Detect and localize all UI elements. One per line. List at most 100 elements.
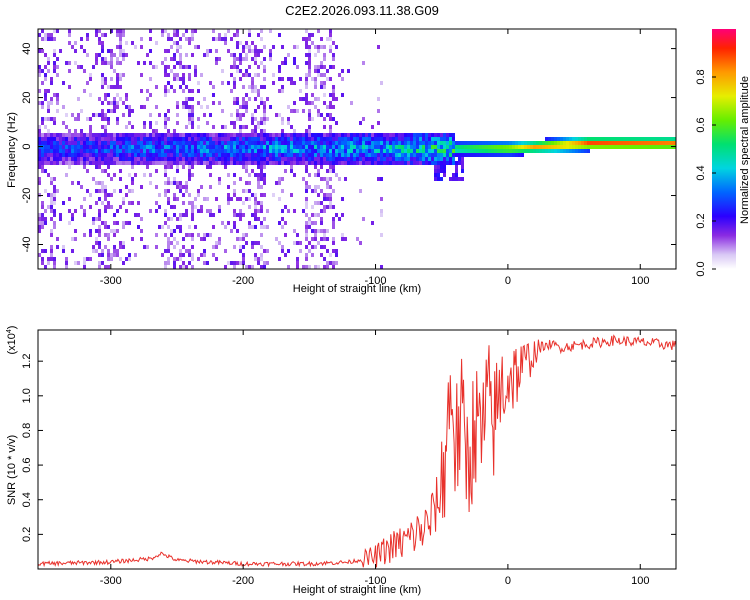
heatmap-cell <box>248 205 251 209</box>
heatmap-cell <box>227 153 230 157</box>
heatmap-cell <box>59 157 62 161</box>
heatmap-cell <box>335 137 338 141</box>
heatmap-cell <box>242 141 245 145</box>
heatmap-cell <box>116 45 119 49</box>
heatmap-cell <box>224 149 227 153</box>
heatmap-cell <box>113 105 116 109</box>
heatmap-cell <box>152 149 155 153</box>
heatmap-cell <box>569 137 572 141</box>
heatmap-cell <box>95 141 98 145</box>
heatmap-cell <box>368 149 371 153</box>
heatmap-cell <box>566 149 569 153</box>
heatmap-cell <box>74 157 77 161</box>
heatmap-cell <box>158 157 161 161</box>
heatmap-cell <box>119 153 122 157</box>
heatmap-cell <box>47 149 50 153</box>
heatmap-cell <box>248 157 251 161</box>
heatmap-cell <box>77 149 80 153</box>
heatmap-cell <box>236 97 239 101</box>
heatmap-cell <box>416 153 419 157</box>
heatmap-cell <box>407 145 410 149</box>
heatmap-cell <box>224 265 227 269</box>
heatmap-cell <box>443 165 446 169</box>
heatmap-cell <box>662 141 665 145</box>
heatmap-cell <box>206 105 209 109</box>
heatmap-cell <box>329 29 332 33</box>
heatmap-cell <box>119 73 122 77</box>
heatmap-cell <box>41 201 44 205</box>
heatmap-cell <box>125 257 128 261</box>
heatmap-cell <box>398 161 401 165</box>
heatmap-cell <box>95 189 98 193</box>
heatmap-cell <box>329 145 332 149</box>
heatmap-cell <box>323 205 326 209</box>
heatmap-cell <box>134 137 137 141</box>
heatmap-cell <box>251 225 254 229</box>
heatmap-cell <box>53 153 56 157</box>
heatmap-cell <box>416 157 419 161</box>
heatmap-cell <box>47 69 50 73</box>
heatmap-cell <box>275 157 278 161</box>
heatmap-cell <box>632 141 635 145</box>
heatmap-cell <box>155 161 158 165</box>
heatmap-cell <box>209 149 212 153</box>
heatmap-cell <box>389 149 392 153</box>
heatmap-cell <box>203 237 206 241</box>
heatmap-cell <box>95 133 98 137</box>
heatmap-cell <box>257 185 260 189</box>
heatmap-cell <box>362 137 365 141</box>
heatmap-cell <box>293 145 296 149</box>
heatmap-cell <box>155 121 158 125</box>
heatmap-cell <box>104 77 107 81</box>
heatmap-cell <box>56 57 59 61</box>
heatmap-cell <box>527 141 530 145</box>
heatmap-cell <box>92 65 95 69</box>
heatmap-cell <box>242 85 245 89</box>
heatmap-cell <box>242 233 245 237</box>
spectrogram-y-axis-label: Frequency (Hz) <box>6 112 18 188</box>
heatmap-cell <box>521 141 524 145</box>
heatmap-cell <box>236 261 239 265</box>
heatmap-cell <box>305 229 308 233</box>
heatmap-cell <box>272 133 275 137</box>
heatmap-cell <box>410 153 413 157</box>
heatmap-cell <box>86 169 89 173</box>
heatmap-cell <box>296 45 299 49</box>
heatmap-cell <box>104 157 107 161</box>
heatmap-cell <box>113 137 116 141</box>
heatmap-cell <box>491 149 494 153</box>
heatmap-cell <box>140 185 143 189</box>
heatmap-cell <box>185 209 188 213</box>
heatmap-cell <box>176 49 179 53</box>
heatmap-cell <box>221 69 224 73</box>
heatmap-cell <box>389 137 392 141</box>
heatmap-cell <box>260 161 263 165</box>
heatmap-cell <box>431 141 434 145</box>
heatmap-cell <box>101 145 104 149</box>
heatmap-cell <box>197 157 200 161</box>
heatmap-cell <box>179 217 182 221</box>
heatmap-cell <box>317 173 320 177</box>
heatmap-cell <box>245 137 248 141</box>
heatmap-cell <box>380 265 383 269</box>
heatmap-cell <box>188 105 191 109</box>
heatmap-cell <box>98 29 101 33</box>
heatmap-cell <box>173 245 176 249</box>
heatmap-cell <box>56 93 59 97</box>
heatmap-cell <box>326 153 329 157</box>
heatmap-cell <box>164 213 167 217</box>
heatmap-cell <box>296 257 299 261</box>
heatmap-cell <box>671 141 674 145</box>
heatmap-cell <box>164 181 167 185</box>
heatmap-cell <box>320 209 323 213</box>
heatmap-cell <box>464 141 467 145</box>
heatmap-cell <box>98 217 101 221</box>
spectrogram-x-tick-label: -100 <box>365 275 387 287</box>
heatmap-cell <box>341 197 344 201</box>
heatmap-cell <box>173 89 176 93</box>
heatmap-cell <box>251 41 254 45</box>
heatmap-cell <box>410 141 413 145</box>
heatmap-cell <box>359 149 362 153</box>
heatmap-cell <box>218 177 221 181</box>
heatmap-cell <box>134 145 137 149</box>
